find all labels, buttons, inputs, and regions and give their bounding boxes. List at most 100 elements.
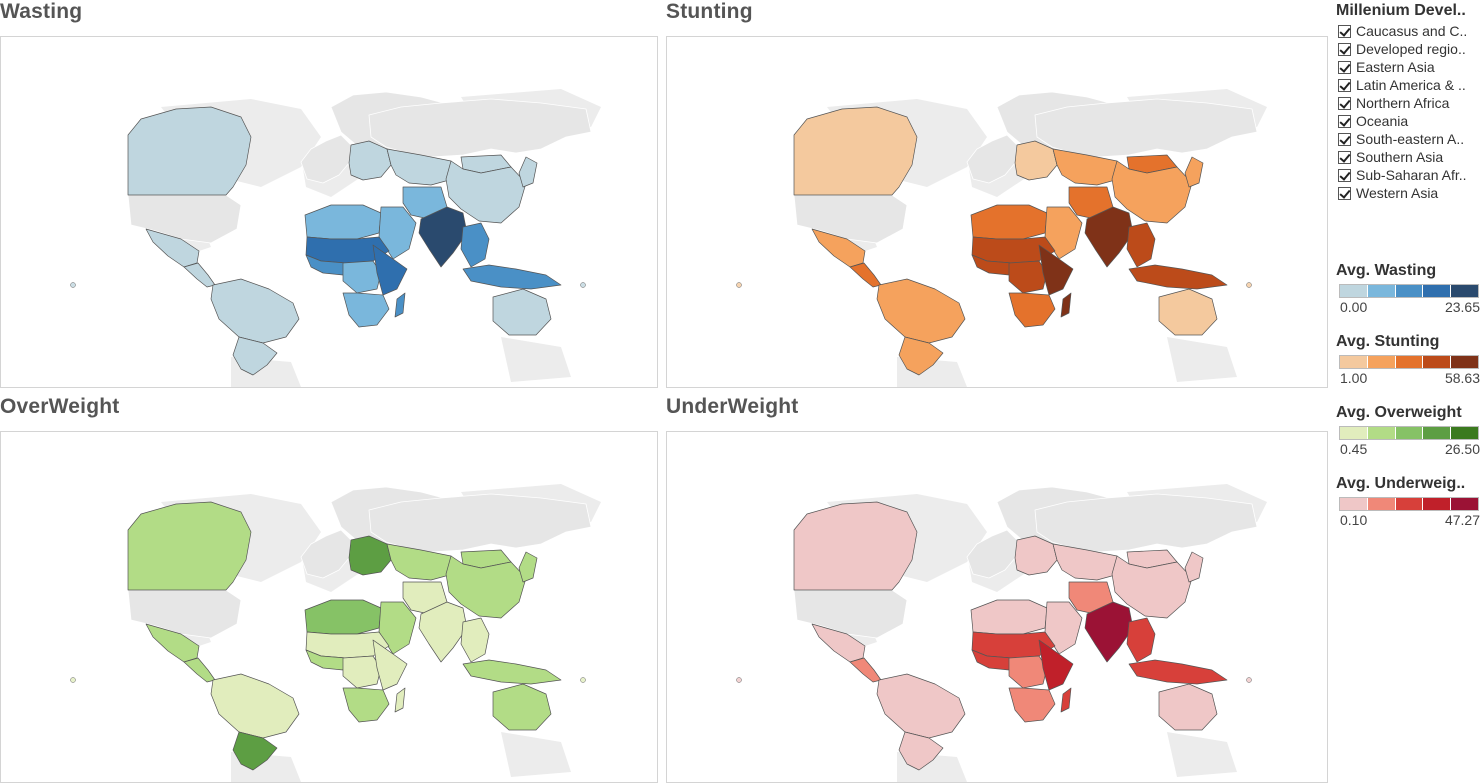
checkbox-checked-icon[interactable] [1338,42,1351,56]
region-australia[interactable] [492,288,552,336]
filter-item-western-asia[interactable]: Western Asia [1338,184,1484,202]
filter-item-oceania[interactable]: Oceania [1338,112,1484,130]
region-japan-korea[interactable] [1184,551,1204,583]
region-east-africa[interactable] [1038,639,1074,691]
region-south-asia[interactable] [418,601,468,663]
region-indonesia[interactable] [462,659,562,685]
region-east-africa[interactable] [1038,244,1074,296]
region-china[interactable] [1111,160,1193,224]
filter-item-southern-asia[interactable]: Southern Asia [1338,148,1484,166]
region-madagascar[interactable] [394,687,406,713]
world-map-stunting[interactable] [667,37,1323,387]
region-south-south-america[interactable] [898,336,944,376]
map-underweight[interactable] [666,431,1328,783]
filter-item-latin-america[interactable]: Latin America & .. [1338,76,1484,94]
legend-swatch [1367,427,1396,439]
region-se-asia[interactable] [460,617,490,663]
world-map-underweight[interactable] [667,432,1323,782]
region-south-asia[interactable] [418,206,468,268]
region-south-south-america[interactable] [232,731,278,771]
region-east-africa[interactable] [372,639,408,691]
checkbox-checked-icon[interactable] [1338,60,1351,74]
region-australia[interactable] [492,683,552,731]
region-china[interactable] [445,160,527,224]
region-madagascar[interactable] [1060,687,1072,713]
region-usa[interactable] [793,194,908,244]
checkbox-checked-icon[interactable] [1338,132,1351,146]
region-south-south-america[interactable] [232,336,278,376]
filter-item-developed[interactable]: Developed regio.. [1338,40,1484,58]
region-china[interactable] [1111,555,1193,619]
region-canada[interactable] [127,106,252,196]
map-overweight[interactable] [0,431,658,783]
region-usa[interactable] [793,589,908,639]
region-southern-africa[interactable] [342,292,390,328]
region-north-south-america[interactable] [210,673,300,739]
region-central-africa[interactable] [1008,655,1048,689]
region-east-africa[interactable] [372,244,408,296]
region-china[interactable] [445,555,527,619]
region-madagascar[interactable] [394,292,406,318]
background-land [501,337,571,382]
filter-item-northern-africa[interactable]: Northern Africa [1338,94,1484,112]
region-usa[interactable] [127,589,242,639]
region-north-africa[interactable] [304,204,382,240]
region-central-america[interactable] [849,262,882,288]
world-map-wasting[interactable] [1,37,657,387]
region-se-asia[interactable] [1126,222,1156,268]
region-north-south-america[interactable] [876,673,966,739]
region-russia[interactable] [1034,493,1258,553]
region-central-africa[interactable] [342,655,382,689]
region-canada[interactable] [793,106,918,196]
checkbox-checked-icon[interactable] [1338,150,1351,164]
region-southern-africa[interactable] [342,687,390,723]
region-russia[interactable] [1034,98,1258,158]
checkbox-checked-icon[interactable] [1338,168,1351,182]
region-canada[interactable] [793,501,918,591]
filter-item-label: Developed regio.. [1356,41,1466,57]
region-japan-korea[interactable] [518,551,538,583]
region-south-asia[interactable] [1084,206,1134,268]
region-australia[interactable] [1158,288,1218,336]
region-central-africa[interactable] [1008,260,1048,294]
region-indonesia[interactable] [1128,264,1228,290]
region-central-america[interactable] [183,262,216,288]
region-indonesia[interactable] [1128,659,1228,685]
region-russia[interactable] [368,493,592,553]
region-australia[interactable] [1158,683,1218,731]
checkbox-checked-icon[interactable] [1338,96,1351,110]
region-south-asia[interactable] [1084,601,1134,663]
region-russia[interactable] [368,98,592,158]
region-central-america[interactable] [183,657,216,683]
filter-item-eastern-asia[interactable]: Eastern Asia [1338,58,1484,76]
region-se-asia[interactable] [460,222,490,268]
region-indonesia[interactable] [462,264,562,290]
region-south-south-america[interactable] [898,731,944,771]
region-japan-korea[interactable] [1184,156,1204,188]
region-madagascar[interactable] [1060,292,1072,318]
checkbox-checked-icon[interactable] [1338,114,1351,128]
region-southern-africa[interactable] [1008,292,1056,328]
region-central-africa[interactable] [342,260,382,294]
region-canada[interactable] [127,501,252,591]
filter-item-sub-saharan[interactable]: Sub-Saharan Afr.. [1338,166,1484,184]
region-japan-korea[interactable] [518,156,538,188]
filter-item-south-eastern-asia[interactable]: South-eastern A.. [1338,130,1484,148]
region-north-south-america[interactable] [210,278,300,344]
world-map-overweight[interactable] [1,432,657,782]
map-wasting[interactable] [0,36,658,388]
region-north-south-america[interactable] [876,278,966,344]
filter-item-caucasus[interactable]: Caucasus and C.. [1338,22,1484,40]
checkbox-checked-icon[interactable] [1338,186,1351,200]
region-central-america[interactable] [849,657,882,683]
checkbox-checked-icon[interactable] [1338,78,1351,92]
checkbox-checked-icon[interactable] [1338,24,1351,38]
region-north-africa[interactable] [970,204,1048,240]
region-se-asia[interactable] [1126,617,1156,663]
region-southern-africa[interactable] [1008,687,1056,723]
map-stunting[interactable] [666,36,1328,388]
panel-title-underweight: UnderWeight [666,395,799,418]
region-north-africa[interactable] [304,599,382,635]
region-north-africa[interactable] [970,599,1048,635]
region-usa[interactable] [127,194,242,244]
